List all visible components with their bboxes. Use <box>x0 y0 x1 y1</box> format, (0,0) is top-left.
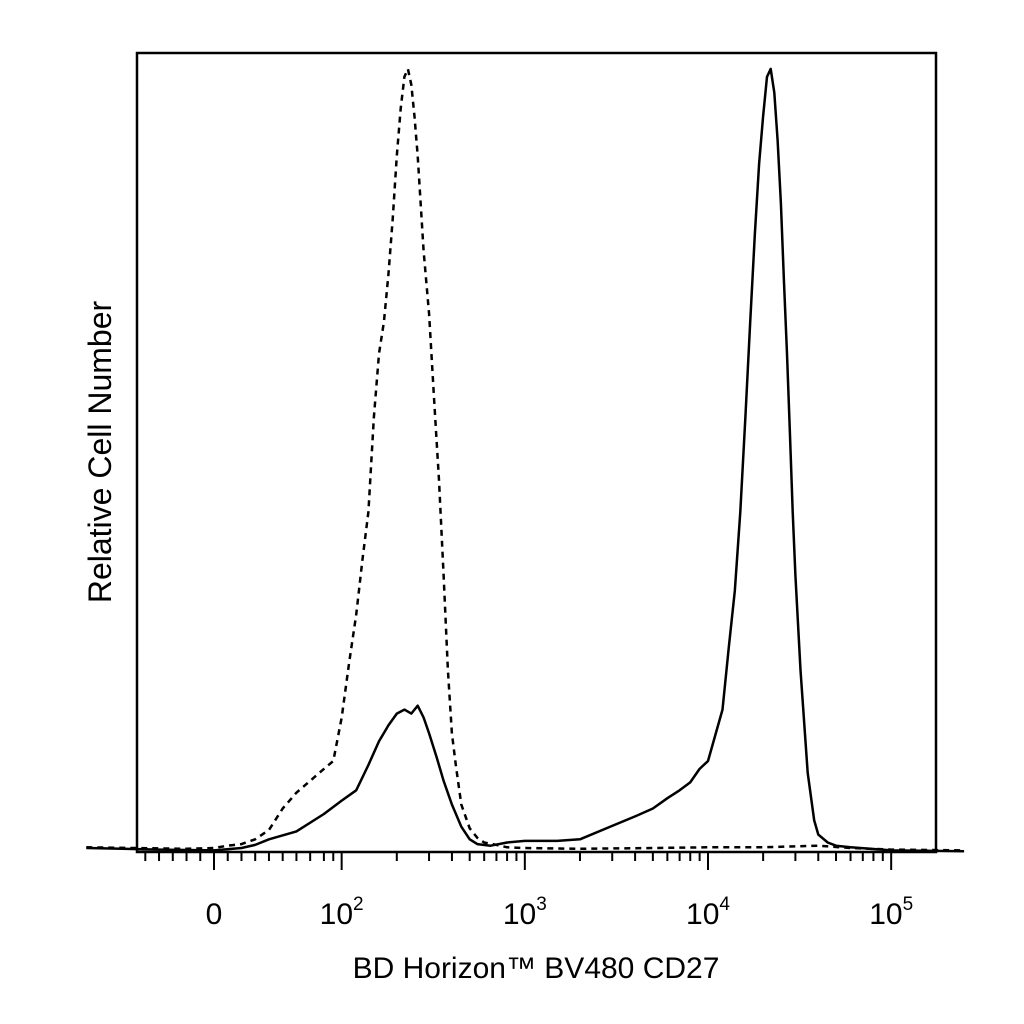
x-tick-label: 104 <box>686 894 730 931</box>
x-axis-label: BD Horizon™ BV480 CD27 <box>353 952 720 985</box>
series-group <box>86 67 965 853</box>
x-tick-label: 0 <box>206 898 223 931</box>
x-tick-label: 102 <box>320 894 364 931</box>
x-axis-tick-labels: 0 102 103 104 105 <box>206 894 913 931</box>
series-line-solid <box>86 67 965 853</box>
x-tick-label: 105 <box>869 894 913 931</box>
x-axis-ticks <box>144 852 893 870</box>
plot-frame <box>135 51 938 854</box>
y-axis-label: Relative Cell Number <box>82 300 118 603</box>
series-line-dashed <box>86 67 965 852</box>
x-tick-label: 103 <box>503 894 547 931</box>
